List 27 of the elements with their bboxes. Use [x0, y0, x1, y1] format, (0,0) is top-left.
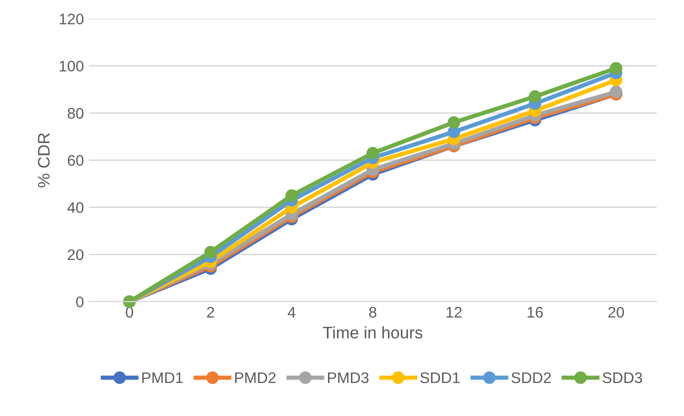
- point: [610, 62, 622, 74]
- y-tick-label: 120: [60, 14, 84, 24]
- legend-label: PMD2: [235, 372, 276, 383]
- point: [366, 146, 380, 160]
- legend-label: PMD3: [328, 372, 369, 384]
- x-tick-label: 20: [608, 306, 624, 318]
- legend-label: SDD1: [420, 372, 460, 384]
- y-tick-label: 100: [60, 60, 84, 72]
- point: [204, 246, 217, 258]
- x-tick-label: 12: [446, 306, 462, 318]
- y-tick-label: 40: [67, 202, 84, 213]
- point: [448, 116, 460, 129]
- x-tick-label: 2: [207, 306, 214, 318]
- point: [285, 189, 298, 202]
- y-tick-label: 20: [68, 249, 84, 260]
- y-tick-label: 80: [68, 108, 84, 119]
- y-axis-title: % CDR: [38, 133, 50, 188]
- point: [528, 90, 542, 103]
- y-tick-label: 0: [76, 296, 84, 308]
- x-tick-label: 16: [528, 306, 543, 318]
- legend-label: SDD3: [602, 372, 642, 384]
- x-axis-title: Time in hours: [322, 326, 422, 338]
- x-tick-label: 4: [288, 307, 296, 318]
- legend-label: SDD2: [511, 372, 551, 384]
- x-tick-label: 8: [369, 306, 376, 318]
- legend-label: PMD1: [142, 372, 183, 383]
- y-tick-label: 60: [68, 155, 84, 166]
